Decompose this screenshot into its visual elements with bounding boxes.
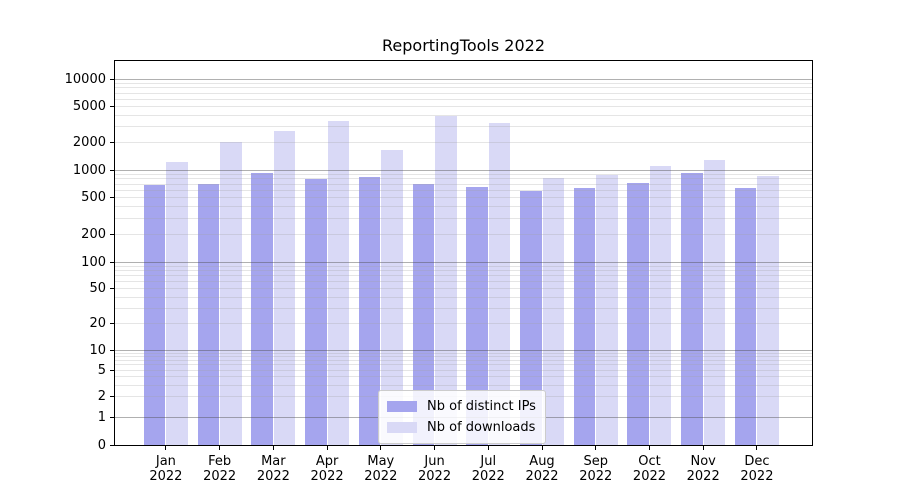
bar-nb-of-distinct-ips-oct-2022 [627, 183, 649, 445]
y-tick-label: 100 [81, 254, 106, 270]
bar-nb-of-downloads-mar-2022 [273, 130, 296, 445]
bar-nb-of-distinct-ips-may-2022 [358, 177, 381, 445]
x-tick-label: Apr 2022 [310, 454, 344, 484]
x-tick-label: Jul 2022 [471, 454, 505, 484]
bar-nb-of-downloads-jul-2022 [488, 123, 511, 445]
y-tick-label: 500 [81, 190, 106, 206]
x-tick-mark [380, 446, 382, 450]
x-tick-mark [541, 446, 543, 450]
bar-nb-of-distinct-ips-jun-2022 [412, 184, 435, 445]
bar-nb-of-downloads-oct-2022 [649, 166, 672, 445]
legend-label-distinct-ips: Nb of distinct IPs [427, 399, 536, 414]
y-tick-label: 1000 [72, 162, 106, 178]
y-tick-mark [110, 142, 114, 144]
bar-nb-of-distinct-ips-jul-2022 [466, 186, 488, 445]
x-tick-mark [595, 446, 597, 450]
y-tick-mark [110, 197, 114, 199]
legend-swatch-distinct-ips [387, 401, 417, 412]
x-tick-label: Nov 2022 [686, 454, 720, 484]
y-tick-label: 10 [89, 342, 106, 358]
bar-nb-of-downloads-jan-2022 [166, 162, 188, 445]
bar-nb-of-downloads-apr-2022 [327, 120, 350, 445]
minor-gridline [115, 82, 812, 84]
major-gridline [115, 78, 812, 80]
minor-gridline [115, 87, 812, 89]
y-tick-mark [110, 169, 114, 171]
y-tick-label: 50 [89, 280, 106, 296]
y-tick-mark [110, 287, 114, 289]
x-tick-mark [702, 446, 704, 450]
y-tick-mark [110, 323, 114, 324]
minor-gridline [115, 105, 812, 107]
legend-item-downloads: Nb of downloads [387, 417, 537, 438]
x-tick-mark [487, 446, 489, 450]
y-tick-label: 1 [97, 409, 106, 425]
y-tick-mark [110, 233, 114, 235]
x-tick-label: Oct 2022 [632, 454, 667, 484]
bar-nb-of-distinct-ips-aug-2022 [520, 191, 542, 445]
minor-gridline [115, 114, 812, 116]
x-tick-mark [272, 446, 274, 450]
legend-swatch-downloads [387, 422, 417, 433]
x-tick-label: Jun 2022 [418, 454, 452, 484]
legend-item-distinct-ips: Nb of distinct IPs [387, 396, 537, 417]
x-tick-label: Aug 2022 [525, 454, 559, 484]
bar-nb-of-distinct-ips-nov-2022 [681, 172, 703, 445]
minor-gridline [115, 98, 812, 100]
y-tick-label: 10000 [64, 71, 106, 87]
y-tick-mark [110, 396, 114, 398]
bar-nb-of-distinct-ips-feb-2022 [197, 183, 220, 445]
bar-nb-of-downloads-nov-2022 [703, 159, 726, 445]
bar-nb-of-downloads-may-2022 [381, 150, 403, 445]
legend: Nb of distinct IPs Nb of downloads [378, 390, 546, 444]
x-tick-label: May 2022 [364, 454, 398, 484]
x-tick-mark [756, 446, 758, 450]
y-tick-label: 200 [81, 226, 106, 242]
x-tick-label: Jan 2022 [149, 454, 183, 484]
chart-title: ReportingTools 2022 [382, 36, 545, 55]
bar-nb-of-downloads-sep-2022 [596, 175, 618, 445]
x-tick-mark [165, 446, 167, 450]
x-tick-label: Sep 2022 [579, 454, 613, 484]
x-tick-mark [434, 446, 436, 450]
x-tick-label: Dec 2022 [740, 454, 774, 484]
y-tick-label: 2000 [72, 135, 106, 151]
y-tick-mark [110, 369, 114, 371]
x-tick-mark [219, 446, 221, 450]
legend-label-downloads: Nb of downloads [427, 420, 536, 435]
y-tick-label: 0 [97, 437, 106, 453]
x-tick-mark [648, 446, 650, 450]
minor-gridline [115, 92, 812, 94]
y-tick-label: 2 [97, 389, 106, 405]
y-tick-label: 20 [89, 316, 106, 331]
bar-nb-of-distinct-ips-dec-2022 [734, 188, 757, 445]
bar-nb-of-downloads-feb-2022 [220, 142, 242, 445]
bar-nb-of-distinct-ips-mar-2022 [251, 172, 273, 445]
x-tick-label: Feb 2022 [203, 454, 237, 484]
bar-nb-of-downloads-jun-2022 [435, 115, 457, 445]
y-tick-label: 5000 [72, 98, 106, 114]
y-tick-mark [110, 261, 114, 263]
x-tick-label: Mar 2022 [256, 454, 290, 484]
y-tick-mark [110, 416, 114, 418]
bar-nb-of-distinct-ips-sep-2022 [573, 187, 596, 445]
minor-gridline [115, 126, 812, 128]
y-tick-label: 5 [97, 362, 106, 378]
y-tick-mark [110, 444, 114, 446]
y-tick-mark [110, 105, 114, 107]
bar-nb-of-downloads-dec-2022 [757, 175, 779, 445]
y-tick-mark [110, 349, 114, 351]
x-tick-mark [326, 446, 328, 450]
bar-nb-of-distinct-ips-jan-2022 [143, 185, 166, 445]
bar-nb-of-distinct-ips-apr-2022 [305, 178, 327, 445]
y-tick-mark [110, 78, 114, 80]
bar-nb-of-downloads-aug-2022 [542, 178, 564, 445]
